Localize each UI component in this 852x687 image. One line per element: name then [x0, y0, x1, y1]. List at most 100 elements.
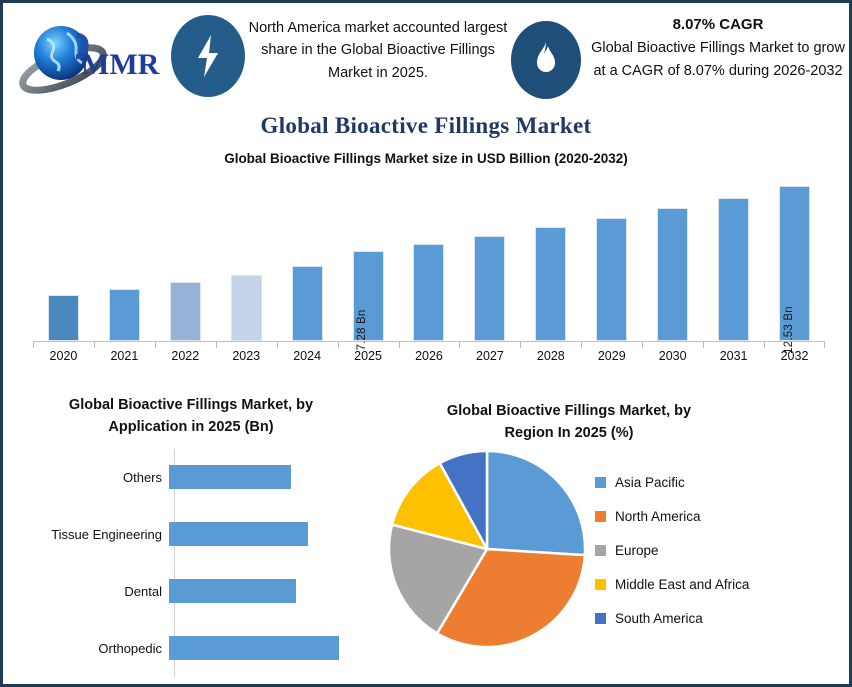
pie-legend-swatch: [595, 510, 606, 522]
column-category-label: 2029: [597, 349, 626, 363]
bar-category-label: Tissue Engineering: [51, 526, 162, 542]
column-category-label: 2021: [110, 349, 139, 363]
column-bar: [535, 227, 567, 341]
column-slot: [155, 173, 216, 341]
column-category-label: 2027: [476, 349, 504, 363]
market-size-column-chart: Global Bioactive Fillings Market size in…: [3, 151, 849, 369]
column-bar: [230, 275, 262, 341]
column-bar: [718, 198, 750, 341]
bar-track: [168, 449, 371, 505]
axis-tick: [520, 342, 522, 348]
axis-tick: [703, 342, 705, 348]
column-category-label: 2032: [780, 349, 809, 363]
column-bar: [596, 218, 628, 341]
pie-svg: [387, 449, 587, 649]
column-chart-categories: 2020 2021 2022 2023 2024 2025 2026 2027 2028 2029…: [33, 349, 825, 369]
bar-chart-plot: Others Tissue Engineering Dental Orthopedic: [11, 449, 371, 681]
bar-chart-row: Tissue Engineering: [11, 506, 371, 562]
column-slot: [277, 173, 338, 341]
cagr-note: Global Bioactive Fillings Market to grow…: [591, 40, 845, 79]
pie-slice: [435, 547, 587, 649]
flame-icon: [537, 42, 555, 72]
lightning-bolt-badge: [171, 15, 245, 97]
pie-legend-swatch: [595, 476, 606, 488]
horizontal-bar: [169, 636, 339, 660]
column-slot: 7.28 Bn: [338, 173, 399, 351]
pie-legend-swatch: [595, 612, 606, 624]
pie-chart-title-line2: Region In 2025 (%): [504, 424, 634, 441]
pie-slice: [390, 461, 490, 551]
bar-chart-row: Dental: [11, 563, 371, 619]
column-slot: [459, 173, 520, 341]
column-bar: [108, 289, 140, 341]
pie-chart-title-line1: Global Bioactive Fillings Market, by: [446, 403, 692, 419]
axis-tick: [764, 342, 766, 348]
pie-graphic: [387, 449, 587, 649]
mmr-logo: MMR: [17, 17, 169, 97]
bar-category-label: Others: [122, 469, 162, 485]
horizontal-bar: [169, 579, 296, 603]
column-category-label: 2022: [171, 349, 200, 363]
header-right-note: 8.07% CAGR Global Bioactive Fillings Mar…: [589, 13, 847, 82]
flame-badge: [511, 21, 581, 99]
column-slot: [399, 173, 460, 341]
bar-track: [168, 506, 371, 562]
column-slot: [520, 173, 581, 341]
pie-slice: [485, 449, 587, 557]
cagr-heading: 8.07% CAGR: [672, 16, 764, 33]
column-slot: 12.53 Bn: [764, 173, 825, 354]
pie-legend-item: Europe: [595, 533, 839, 567]
pie-legend-label: South America: [615, 610, 703, 626]
bar-chart-title-line2: Application in 2025 (Bn): [108, 418, 274, 435]
header-left-note: North America market accounted largest s…: [248, 20, 508, 81]
bar-track: [168, 620, 371, 676]
column-category-label: 2024: [293, 349, 322, 363]
axis-tick: [398, 342, 400, 348]
column-slot: [94, 173, 155, 341]
column-category-label: 2028: [536, 349, 565, 363]
pie-legend-item: Asia Pacific: [595, 465, 839, 499]
column-category-label: 2030: [658, 349, 687, 363]
axis-tick: [459, 342, 461, 348]
pie-legend-swatch: [595, 578, 606, 590]
pie-legend-label: Middle East and Africa: [615, 576, 750, 592]
bar-chart-row: Others: [11, 449, 371, 505]
header: MMR North America market accounted large…: [3, 3, 849, 113]
column-bar: [474, 236, 506, 341]
pie-legend-item: South America: [595, 601, 839, 635]
axis-tick: [215, 342, 217, 348]
bar-category-label: Orthopedic: [98, 640, 162, 656]
axis-tick: [642, 342, 644, 348]
column-slot: [216, 173, 277, 341]
column-chart-title: Global Bioactive Fillings Market size in…: [224, 151, 628, 166]
bar-chart-title: Global Bioactive Fillings Market, by App…: [11, 395, 371, 439]
bar-chart-value-axis: [174, 449, 175, 677]
column-bar: [47, 295, 79, 341]
horizontal-bar: [169, 522, 308, 546]
horizontal-bar: [169, 465, 291, 489]
bar-track: [168, 563, 371, 619]
page-title: Global Bioactive Fillings Market: [260, 113, 592, 138]
column-chart-plot: 7.28 Bn 12.53 Bn: [33, 173, 825, 354]
column-bar: [169, 282, 201, 341]
column-slot: [642, 173, 703, 341]
axis-tick: [154, 342, 156, 348]
lightning-bolt-icon: [198, 35, 218, 77]
pie-chart-title: Global Bioactive Fillings Market, by Reg…: [399, 401, 739, 445]
axis-tick: [33, 342, 34, 348]
axis-tick: [581, 342, 583, 348]
bar-chart-title-line1: Global Bioactive Fillings Market, by: [68, 397, 314, 413]
pie-legend-swatch: [595, 544, 606, 556]
column-category-label: 2020: [49, 349, 78, 363]
axis-tick: [276, 342, 278, 348]
column-bar: 7.28 Bn: [352, 251, 384, 351]
pie-legend-item: Middle East and Africa: [595, 567, 839, 601]
bar-chart-row: Orthopedic: [11, 620, 371, 676]
pie-legend-label: Asia Pacific: [615, 474, 685, 490]
column-bar: [291, 266, 323, 341]
application-bar-chart: Global Bioactive Fillings Market, by App…: [11, 395, 371, 684]
bar-category-label: Dental: [124, 583, 162, 599]
pie-legend-label: North America: [615, 508, 701, 524]
globe-icon: MMR: [19, 26, 160, 94]
